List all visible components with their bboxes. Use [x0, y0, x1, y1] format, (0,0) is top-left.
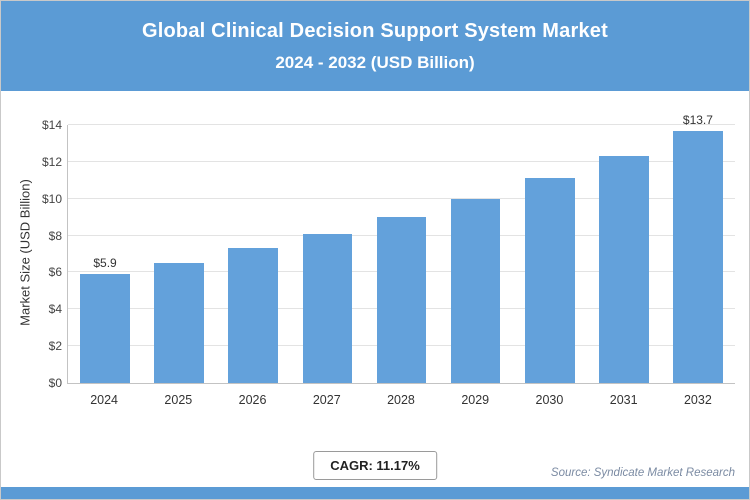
bar-2025: [154, 263, 204, 383]
bar-value-label: $5.9: [93, 256, 117, 271]
y-tick-label: $14: [41, 118, 62, 132]
footer-accent-bar: [1, 487, 749, 499]
bar-slot: [587, 125, 661, 383]
grid-line: [68, 197, 735, 199]
y-tick-label: $2: [48, 339, 62, 354]
chart-header: Global Clinical Decision Support System …: [1, 1, 749, 91]
x-tick-label: 2027: [312, 393, 341, 407]
bar-value-label: $13.7: [682, 112, 713, 127]
y-tick-label: $4: [48, 302, 62, 317]
x-tick-label: 2029: [461, 393, 490, 407]
bar-2031: [599, 156, 649, 383]
bar-2026: [228, 248, 279, 383]
x-tick-label: 2028: [387, 393, 415, 407]
x-tick-label: 2031: [609, 393, 638, 407]
bar-slot: [142, 125, 216, 383]
x-tick-label: 2032: [683, 393, 712, 407]
bar-2032: [673, 130, 723, 383]
y-tick-label: $8: [48, 228, 62, 243]
x-tick-label: 2030: [535, 393, 564, 407]
bar-slot: [364, 125, 438, 383]
chart-title: Global Clinical Decision Support System …: [142, 19, 608, 42]
bar-slot: [439, 125, 513, 383]
x-tick-label: 2026: [238, 393, 267, 407]
grid-line: [68, 124, 735, 125]
bar-2024: [80, 274, 130, 383]
x-tick-label: 2025: [164, 393, 193, 407]
bar-slot: [513, 125, 587, 383]
bar-slot: $13.7: [661, 113, 735, 383]
x-tick-label: 2024: [90, 393, 119, 407]
bar-slot: [290, 125, 364, 383]
bar-2030: [524, 178, 575, 383]
bar-slot: [216, 125, 290, 383]
y-tick-label: $6: [48, 265, 62, 280]
chart-subtitle: 2024 - 2032 (USD Billion): [275, 52, 475, 72]
grid-line: [68, 160, 735, 162]
bar-2028: [376, 217, 427, 383]
y-tick-label: $10: [41, 191, 62, 206]
y-tick-label: $12: [41, 154, 62, 169]
source-attribution: Source: Syndicate Market Research: [550, 467, 735, 479]
bar-slot: $5.9: [68, 125, 142, 383]
y-tick-label: $0: [48, 376, 62, 390]
plot-area: $0 $2 $4 $6 $8 $10 $12 $14 $5.9 $13.7: [42, 113, 735, 390]
x-axis-labels: 2024 2025 2026 2027 2028 2029 2030 2031 2032: [67, 393, 735, 413]
bar-2027: [302, 233, 353, 383]
cagr-badge: CAGR: 11.17%: [313, 451, 437, 480]
bar-2029: [450, 198, 501, 383]
